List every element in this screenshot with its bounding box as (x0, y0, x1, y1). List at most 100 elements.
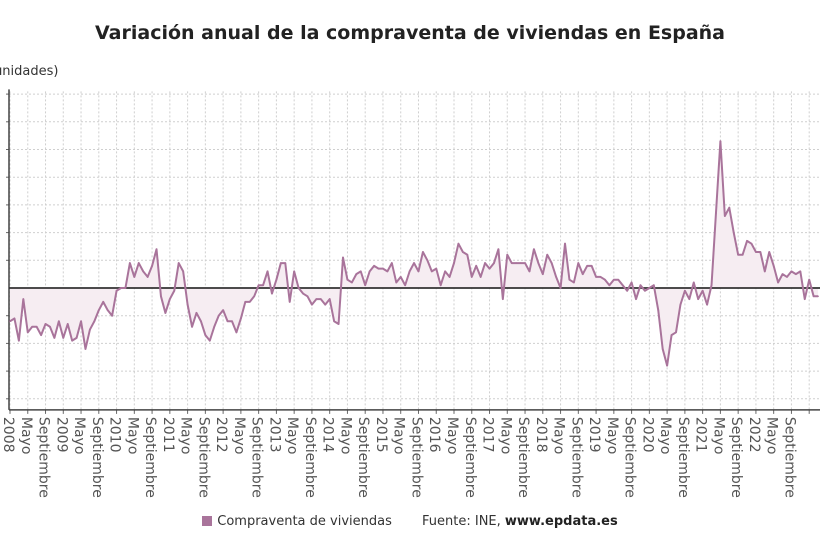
data-point (231, 320, 233, 323)
x-tick-label: Septiembre (515, 417, 531, 498)
x-tick-label: Septiembre (728, 417, 744, 498)
data-point (342, 256, 344, 259)
x-tick-label: 2019 (586, 417, 602, 453)
data-point (253, 295, 255, 298)
data-point (755, 251, 757, 253)
y-axis-label: (unidades) (0, 64, 59, 79)
data-point (324, 303, 327, 306)
data-point (564, 242, 566, 245)
data-point (31, 325, 33, 328)
data-point (675, 331, 677, 334)
data-point (803, 298, 806, 300)
data-point (768, 251, 771, 253)
x-tick-label: 2011 (160, 417, 176, 453)
data-point (106, 309, 109, 311)
series-line (9, 140, 819, 367)
data-point (71, 339, 73, 342)
data-point (102, 301, 105, 303)
data-point (142, 270, 144, 273)
data-point (568, 278, 571, 281)
data-point (431, 270, 433, 273)
source-note: Fuente: INE, www.epdata.es (422, 514, 618, 529)
data-point (182, 270, 184, 273)
data-point (213, 325, 216, 328)
data-point (35, 325, 38, 328)
data-point (302, 292, 304, 295)
data-point (484, 262, 486, 264)
x-tick-label: 2017 (480, 417, 496, 453)
data-point (248, 301, 251, 303)
data-point (222, 309, 224, 311)
x-tick-label: Mayo (71, 417, 87, 455)
data-point (617, 278, 620, 281)
source-link[interactable]: www.epdata.es (504, 514, 618, 529)
data-point (715, 212, 717, 215)
data-point (684, 289, 686, 292)
data-point (626, 289, 628, 292)
data-point (666, 364, 668, 367)
chart-title: Variación anual de la compraventa de viv… (95, 22, 725, 44)
data-point (66, 323, 69, 325)
data-point (621, 284, 624, 287)
data-point (160, 295, 162, 298)
data-point (608, 284, 611, 287)
x-tick-label: 2015 (373, 417, 389, 453)
data-point (391, 262, 393, 264)
data-point (448, 276, 451, 278)
data-point (502, 298, 504, 300)
data-point (315, 298, 318, 300)
data-point (670, 334, 673, 336)
data-point (26, 331, 29, 334)
data-point (235, 331, 238, 334)
data-point (404, 284, 406, 287)
data-point (18, 339, 20, 342)
data-point (577, 262, 580, 264)
data-point (408, 270, 411, 273)
data-point (58, 320, 60, 323)
data-point (204, 334, 207, 336)
data-point (635, 298, 637, 300)
data-point (49, 325, 51, 328)
data-point (129, 262, 131, 264)
legend-series-label: Compraventa de viviendas (217, 514, 392, 529)
x-tick-label: 2021 (693, 417, 709, 453)
data-point (328, 298, 331, 300)
data-point (173, 289, 176, 292)
data-point (613, 278, 615, 281)
data-point (297, 287, 300, 289)
x-tick-label: Mayo (391, 417, 407, 455)
x-tick-label: 2018 (533, 417, 549, 453)
series-area (10, 141, 819, 366)
data-point (746, 240, 748, 242)
data-point (111, 314, 113, 317)
data-point (275, 278, 278, 281)
data-point (337, 323, 340, 325)
data-point (581, 273, 584, 275)
x-tick-label: Mayo (231, 417, 247, 455)
data-point (98, 309, 100, 311)
data-point (781, 273, 784, 275)
data-point (262, 284, 264, 287)
data-point (470, 276, 473, 278)
x-tick-label: 2010 (107, 417, 123, 453)
data-point (710, 284, 713, 287)
x-tick-label: Septiembre (781, 417, 797, 498)
data-point (475, 265, 478, 267)
data-point (679, 303, 682, 306)
data-point (53, 337, 56, 339)
data-point (790, 270, 793, 273)
data-point (169, 298, 171, 300)
data-point (257, 284, 260, 287)
data-point (737, 253, 739, 256)
data-point (293, 270, 295, 273)
x-tick-label: Septiembre (568, 417, 584, 498)
data-point (311, 303, 313, 306)
x-tick-label: Mayo (604, 417, 620, 455)
data-point (697, 298, 699, 300)
data-point (506, 253, 509, 256)
data-point (422, 251, 424, 253)
data-point (524, 262, 526, 264)
data-point (395, 281, 398, 284)
data-point (191, 325, 193, 328)
x-tick-label: Septiembre (302, 417, 318, 498)
